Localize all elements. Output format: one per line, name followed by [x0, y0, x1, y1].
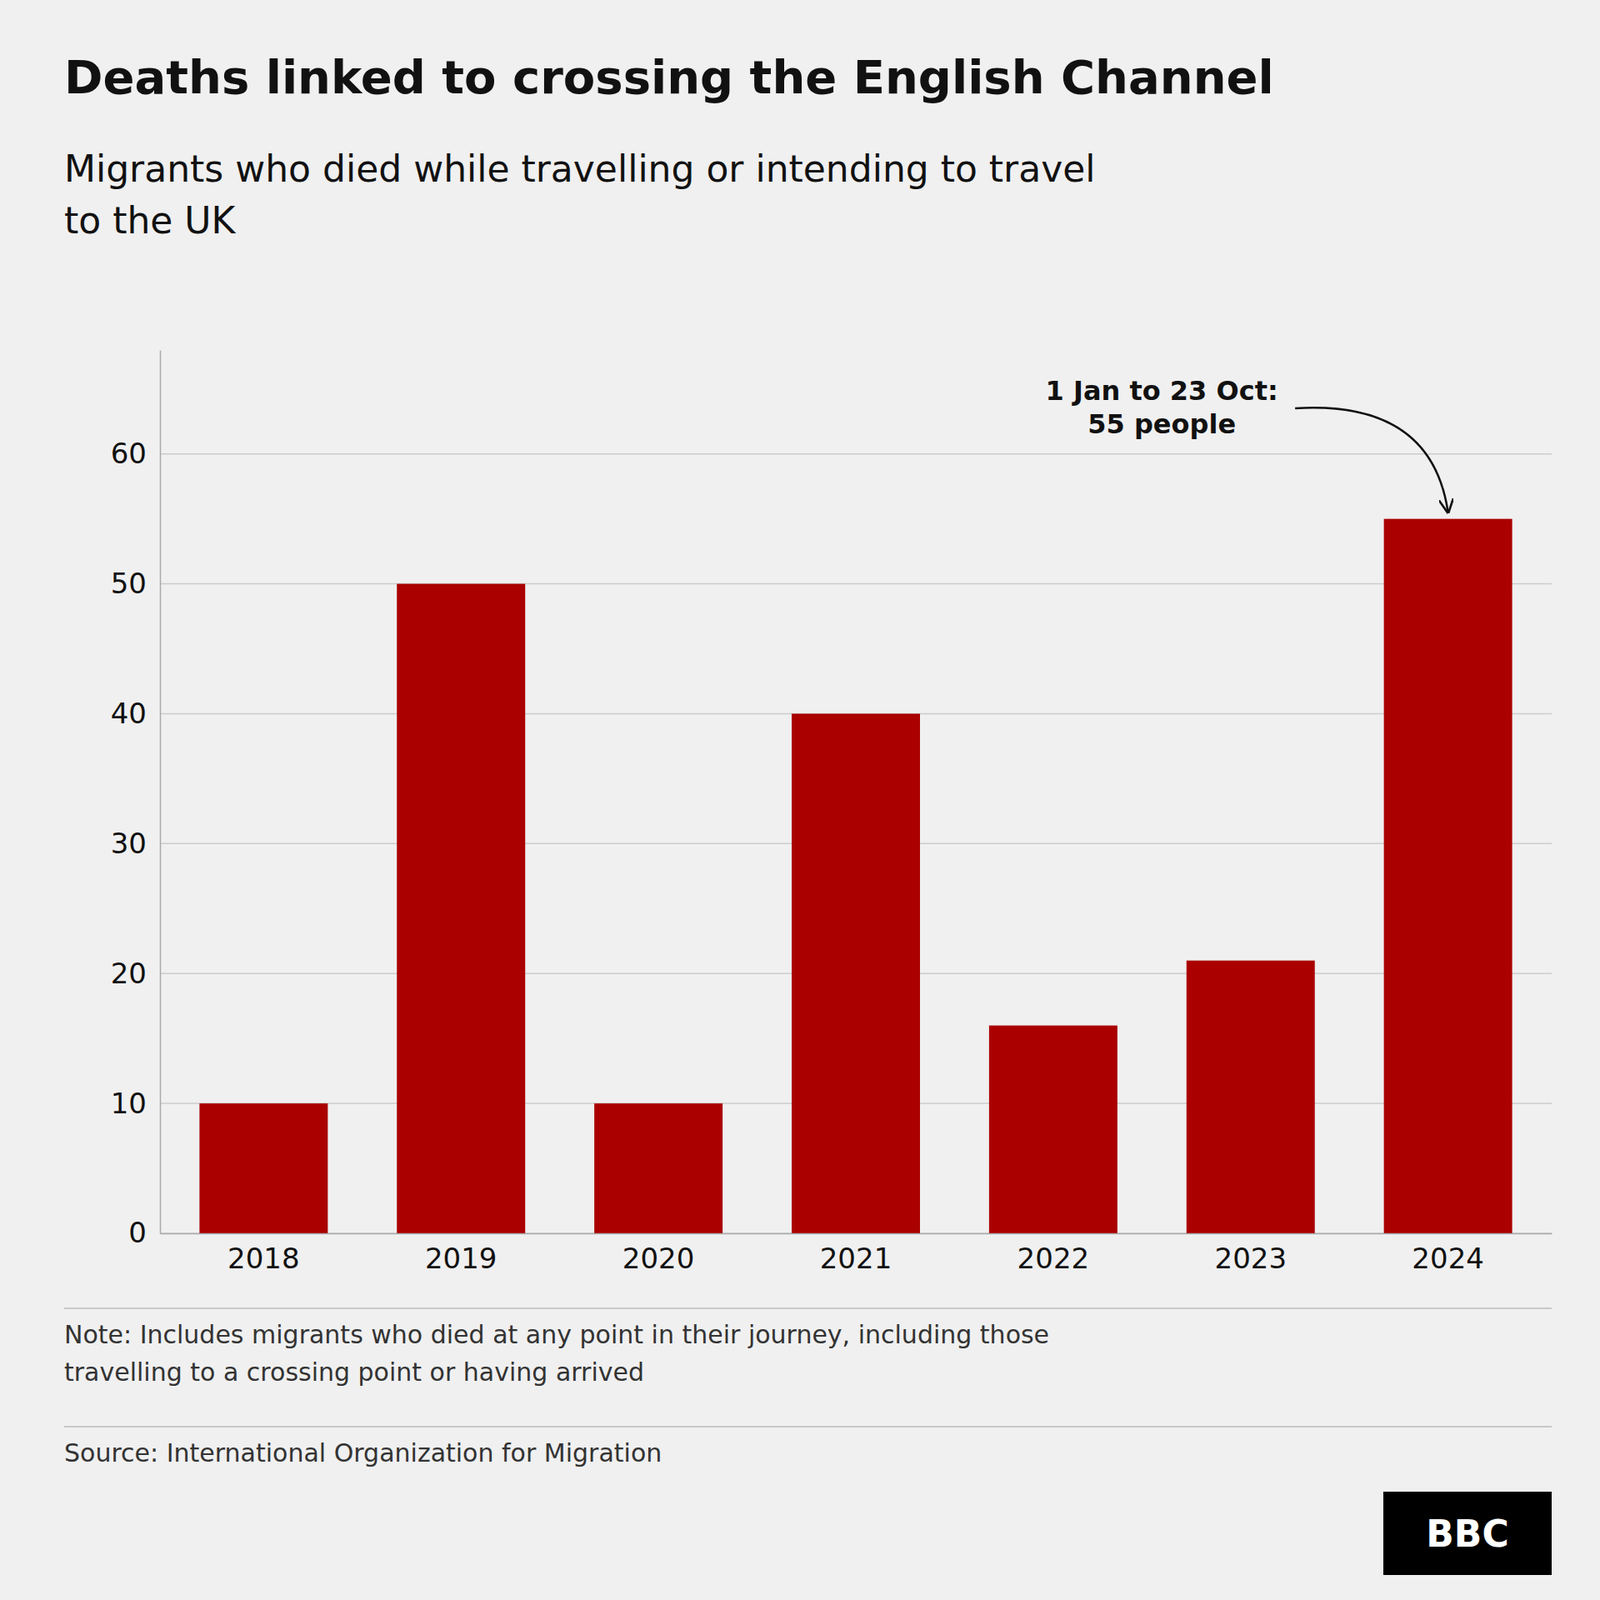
annotation: 1 Jan to 23 Oct:55 people: [1045, 375, 1279, 440]
bars: [199, 519, 1512, 1234]
logo-box: [1383, 1491, 1552, 1575]
y-axis-line: [160, 350, 162, 1235]
x-axis-line: [160, 1233, 1553, 1235]
x-tick-label: 2019: [425, 1241, 498, 1275]
chart: Deaths linked to crossing the English Ch…: [0, 0, 1600, 1600]
grid: [160, 454, 1552, 1234]
background: [0, 0, 1600, 1600]
logo-text: BBC: [1425, 1512, 1509, 1555]
x-tick: 2022: [1017, 1233, 1090, 1275]
x-tick-label: 2023: [1214, 1241, 1287, 1275]
x-tick: 2019: [425, 1233, 498, 1275]
y-tick-label: 30: [110, 826, 147, 860]
y-tick: 10: [110, 1085, 160, 1120]
bar: [199, 1103, 328, 1234]
title: Deaths linked to crossing the English Ch…: [64, 50, 1275, 105]
bar: [791, 713, 920, 1234]
x-axis: 2018 2019 2020 2021 2022 2023 2024: [160, 1233, 1553, 1275]
y-tick: 60: [110, 436, 160, 470]
grid-line: [160, 453, 1552, 455]
x-tick-label: 2024: [1411, 1241, 1485, 1275]
y-tick-label: 20: [110, 956, 147, 990]
bar: [1186, 960, 1315, 1234]
x-tick: 2020: [622, 1233, 695, 1275]
y-tick: 0: [128, 1215, 160, 1250]
y-tick-label: 10: [110, 1085, 147, 1120]
y-tick: 40: [110, 696, 160, 730]
y-tick: 20: [110, 956, 160, 990]
bar: [989, 1025, 1118, 1234]
subtitle: Migrants who died while travelling or in…: [64, 147, 1095, 242]
y-tick: 30: [110, 826, 160, 860]
x-tick-label: 2020: [622, 1241, 695, 1275]
y-tick-label: 60: [110, 436, 147, 470]
grid-line: [160, 583, 1552, 585]
x-tick: 2021: [820, 1233, 893, 1275]
y-tick-label: 50: [110, 566, 147, 600]
x-tick: 2024: [1411, 1233, 1485, 1275]
x-tick-label: 2018: [227, 1241, 300, 1275]
divider: [64, 1307, 1552, 1310]
y-tick-label: 0: [128, 1215, 147, 1250]
bar: [1384, 519, 1513, 1234]
x-tick: 2018: [227, 1233, 300, 1275]
bar: [396, 584, 525, 1234]
x-tick-label: 2021: [820, 1241, 893, 1275]
y-axis: 0 10 20 30 40 50 60: [110, 350, 161, 1250]
y-tick: 50: [110, 566, 160, 600]
y-tick-label: 40: [110, 696, 147, 730]
x-tick-label: 2022: [1017, 1241, 1090, 1275]
source: Source: International Organization for M…: [64, 1438, 662, 1468]
logo: BBC: [1383, 1491, 1552, 1575]
bar: [594, 1103, 723, 1234]
annotation-arrow: [1295, 407, 1448, 512]
divider: [64, 1425, 1552, 1428]
note: Note: Includes migrants who died at any …: [64, 1320, 1050, 1387]
x-tick: 2023: [1214, 1233, 1287, 1275]
